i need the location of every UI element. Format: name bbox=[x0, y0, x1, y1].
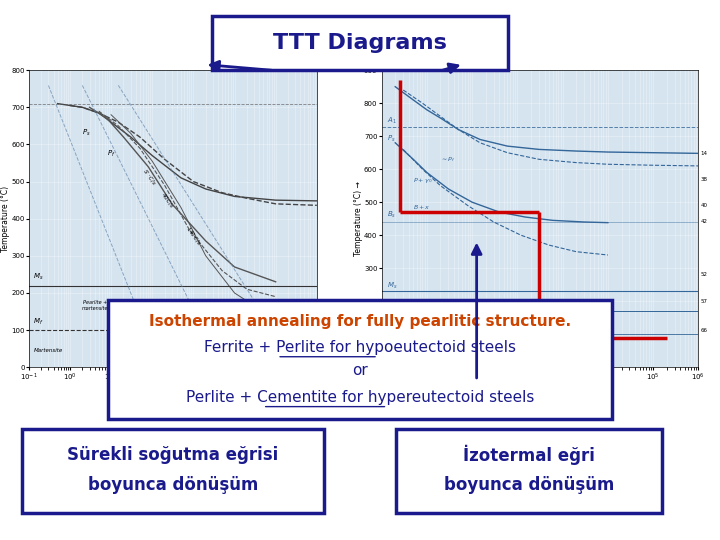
X-axis label: Time(s): Time(s) bbox=[158, 384, 187, 393]
Text: boyunca dönüşüm: boyunca dönüşüm bbox=[444, 476, 614, 494]
Text: or: or bbox=[352, 363, 368, 379]
Text: $A_1$: $A_1$ bbox=[387, 116, 397, 126]
FancyBboxPatch shape bbox=[108, 300, 612, 418]
Text: İzotermal eğri: İzotermal eğri bbox=[463, 445, 595, 465]
Y-axis label: Temperature (°C) →: Temperature (°C) → bbox=[354, 181, 363, 256]
Text: $M\quad \gamma_0$: $M\quad \gamma_0$ bbox=[441, 300, 460, 309]
X-axis label: Time (s) →: Time (s) → bbox=[520, 384, 560, 393]
Text: $M_s$: $M_s$ bbox=[387, 281, 397, 291]
Text: TTT Diagrams: TTT Diagrams bbox=[273, 33, 447, 53]
Text: $40\,C/s$: $40\,C/s$ bbox=[159, 191, 176, 210]
Text: $B_s$: $B_s$ bbox=[387, 210, 396, 220]
Text: 14: 14 bbox=[701, 151, 707, 156]
FancyBboxPatch shape bbox=[22, 429, 324, 513]
Text: 66: 66 bbox=[701, 328, 707, 333]
FancyBboxPatch shape bbox=[212, 16, 508, 70]
Text: 40: 40 bbox=[701, 203, 707, 208]
Text: 38: 38 bbox=[701, 177, 707, 181]
FancyBboxPatch shape bbox=[396, 429, 662, 513]
Text: $P_f$: $P_f$ bbox=[107, 148, 116, 159]
Text: Perlite + Cementite for hypereutectoid steels: Perlite + Cementite for hypereutectoid s… bbox=[186, 390, 534, 404]
Text: $\sim P_f$: $\sim P_f$ bbox=[441, 155, 456, 164]
Text: Fine
pearlite: Fine pearlite bbox=[181, 300, 199, 310]
Text: 42: 42 bbox=[701, 219, 707, 225]
Text: Isothermal annealing for fully pearlitic structure.: Isothermal annealing for fully pearlitic… bbox=[149, 314, 571, 328]
Text: $M_f$: $M_f$ bbox=[387, 301, 397, 312]
Text: 57: 57 bbox=[701, 299, 707, 303]
Text: boyunca dönüşüm: boyunca dönüşüm bbox=[88, 476, 258, 494]
Text: 52: 52 bbox=[701, 272, 707, 278]
Text: $S'\cdot C/s$: $S'\cdot C/s$ bbox=[140, 167, 158, 188]
Text: $P + \gamma_0$: $P + \gamma_0$ bbox=[413, 177, 433, 185]
Text: $140\,C/s$: $140\,C/s$ bbox=[184, 225, 203, 247]
Text: Martensite: Martensite bbox=[34, 348, 63, 353]
Text: $P_s$: $P_s$ bbox=[82, 128, 91, 138]
Text: Pearlite +
martensite: Pearlite + martensite bbox=[82, 300, 109, 310]
Text: Sürekli soğutma eğrisi: Sürekli soğutma eğrisi bbox=[67, 446, 279, 464]
Text: $M_s$: $M_s$ bbox=[34, 272, 44, 282]
Text: $M_f$: $M_f$ bbox=[34, 317, 44, 327]
Y-axis label: Temperature (°C): Temperature (°C) bbox=[1, 186, 10, 252]
Text: $P_s$: $P_s$ bbox=[387, 134, 395, 144]
Text: $B + x$: $B + x$ bbox=[413, 203, 431, 211]
Text: Ferrite + Perlite for hypoeutectoid steels: Ferrite + Perlite for hypoeutectoid stee… bbox=[204, 340, 516, 355]
Text: $M$: $M$ bbox=[387, 325, 395, 334]
Text: Coarse
pearlite: Coarse pearlite bbox=[247, 300, 266, 310]
